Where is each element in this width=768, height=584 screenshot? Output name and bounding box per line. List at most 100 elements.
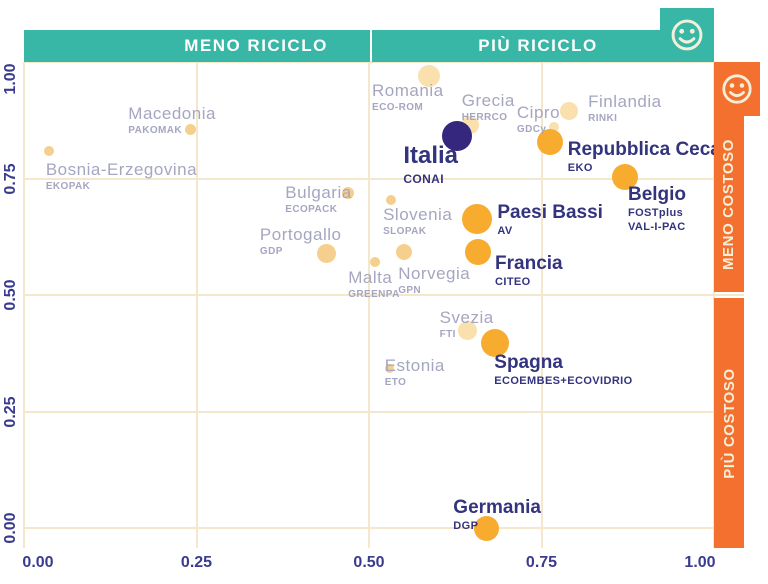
org-name: ECO-ROM xyxy=(372,102,424,113)
quadrant-band-left: MENO RICICLO xyxy=(24,30,370,62)
country-name: Slovenia xyxy=(383,204,453,224)
label-norvegia: Norvegia GPN xyxy=(398,264,470,297)
country-name: Cipro xyxy=(516,103,561,123)
country-name: Spagna xyxy=(494,351,563,373)
quadrant-band-right: PIÙ RICICLO xyxy=(372,30,714,62)
org-name: GDP xyxy=(259,246,283,258)
x-gridline-0 xyxy=(23,62,25,548)
recycle-smiley-box xyxy=(660,8,714,62)
cost-smiley-box xyxy=(714,62,760,116)
org-name: AV xyxy=(497,225,513,238)
bubble-portogallo xyxy=(317,243,337,263)
y-axis-tick-0.75: 0.75 xyxy=(2,162,19,195)
sidebar-label-meno-costoso: MENO COSTOSO xyxy=(720,138,738,270)
smiley-face-icon xyxy=(719,71,755,107)
bubble-spagna xyxy=(481,328,510,357)
org-name: HERRCO xyxy=(461,111,508,123)
bubble-italia xyxy=(442,121,473,152)
bubble-germania xyxy=(473,515,499,541)
country-name: Italia xyxy=(403,142,459,170)
label-estonia: Estonia ETO xyxy=(385,356,445,389)
x-axis-tick-1.00: 1.00 xyxy=(684,554,716,571)
org-name: DGP xyxy=(453,520,479,533)
y-gridline-0.75 xyxy=(24,177,714,180)
bubble-repubblica-ceca xyxy=(536,129,563,156)
y-axis-tick-0.00: 0.00 xyxy=(2,512,19,544)
label-germania: Germania DGP xyxy=(453,497,541,533)
bubble-bulgaria xyxy=(342,186,355,199)
x-axis-tick-0.00: 0.00 xyxy=(22,554,54,571)
country-name: Finlandia xyxy=(588,91,662,111)
org-name: GPN xyxy=(398,285,422,297)
quadrant-label-piu-riciclo: PIÙ RICICLO xyxy=(478,36,598,55)
bubble-paesi-bassi xyxy=(462,204,493,235)
country-name: Repubblica Ceca xyxy=(567,139,721,161)
bubble-norvegia xyxy=(396,244,413,261)
org-name: ECOEMBES+ECOVIDRIO xyxy=(494,375,633,388)
label-cipro: Cipro GDCy xyxy=(517,103,560,136)
country-name: Germania xyxy=(453,497,541,518)
bubble-estonia xyxy=(385,363,395,373)
country-name: Norvegia xyxy=(398,264,471,284)
sidebar-label-piu-costoso: PIÙ COSTOSO xyxy=(720,367,738,479)
org-name: GDCy xyxy=(516,124,547,136)
x-axis-tick-0.50: 0.50 xyxy=(353,554,385,571)
country-name: Romania xyxy=(372,80,444,100)
country-name: Macedonia xyxy=(128,104,216,124)
y-axis-tick-1.00: 1.00 xyxy=(2,63,19,95)
label-belgio: Belgio FOSTplus VAL-I-PAC xyxy=(628,184,686,234)
org-name: EKOPAK xyxy=(45,181,91,193)
x-axis-tick-0.25: 0.25 xyxy=(180,554,213,571)
x-axis-tick-0.75: 0.75 xyxy=(525,554,558,571)
label-slovenia: Slovenia SLOPAK xyxy=(383,205,452,238)
country-name: Bosnia-Erzegovina xyxy=(45,160,198,179)
label-paesi-bassi: Paesi Bassi AV xyxy=(497,202,603,238)
y-gridline-0.5 xyxy=(24,294,744,296)
quadrant-label-meno-riciclo: MENO RICICLO xyxy=(184,36,328,55)
bubble-belgio xyxy=(611,164,638,191)
label-spagna: Spagna ECOEMBES+ECOVIDRIO xyxy=(494,352,632,388)
country-name: Estonia xyxy=(384,356,445,376)
label-romania: Romania ECO-ROM xyxy=(372,81,444,114)
country-name: Bulgaria xyxy=(285,182,352,202)
label-italia: Italia CONAI xyxy=(403,142,459,186)
org-name: PAKOMAK xyxy=(128,125,183,137)
bubble-romania xyxy=(418,64,441,87)
bubble-francia xyxy=(465,239,492,266)
bubble-svezia xyxy=(458,321,478,341)
label-svezia: Svezia FTI xyxy=(440,308,494,341)
label-bulgaria: Bulgaria ECOPACK xyxy=(285,183,351,216)
country-name: Portogallo xyxy=(259,225,342,245)
y-axis-tick-0.50: 0.50 xyxy=(2,279,19,311)
smiley-face-icon xyxy=(668,16,706,54)
label-macedonia: Macedonia PAKOMAK xyxy=(128,104,216,137)
country-name: Paesi Bassi xyxy=(497,202,603,224)
country-name: Francia xyxy=(495,253,563,275)
org-name: FOSTplus VAL-I-PAC xyxy=(627,207,686,233)
label-repubblica-ceca: Repubblica Ceca EKO xyxy=(568,139,721,175)
org-name: CONAI xyxy=(403,171,444,186)
org-name: FTI xyxy=(439,328,456,340)
bubble-malta xyxy=(370,256,381,267)
country-name: Malta xyxy=(348,267,393,287)
label-portogallo: Portogallo GDP xyxy=(260,225,342,258)
label-grecia: Grecia HERRCO xyxy=(462,91,515,124)
bubble-slovenia xyxy=(386,194,397,205)
bubble-bosnia-erzegovina xyxy=(43,146,54,156)
org-name: CITEO xyxy=(495,276,531,289)
org-name: RINKI xyxy=(588,112,618,124)
country-name: Belgio xyxy=(627,184,687,206)
org-name: SLOPAK xyxy=(383,225,427,237)
y-gridline-0 xyxy=(24,527,714,529)
y-axis-tick-0.25: 0.25 xyxy=(2,395,19,428)
x-gridline-0.5 xyxy=(368,62,370,548)
label-bosnia-erzegovina: Bosnia-Erzegovina EKOPAK xyxy=(46,160,197,193)
org-name: EKO xyxy=(567,162,593,175)
country-name: Grecia xyxy=(461,90,515,110)
x-gridline-0.75 xyxy=(540,62,543,548)
x-gridline-0.25 xyxy=(195,62,198,548)
org-name: ECOPACK xyxy=(285,203,338,215)
bubble-cipro xyxy=(548,122,559,133)
sidebar-meno-costoso: MENO COSTOSO xyxy=(714,116,744,292)
